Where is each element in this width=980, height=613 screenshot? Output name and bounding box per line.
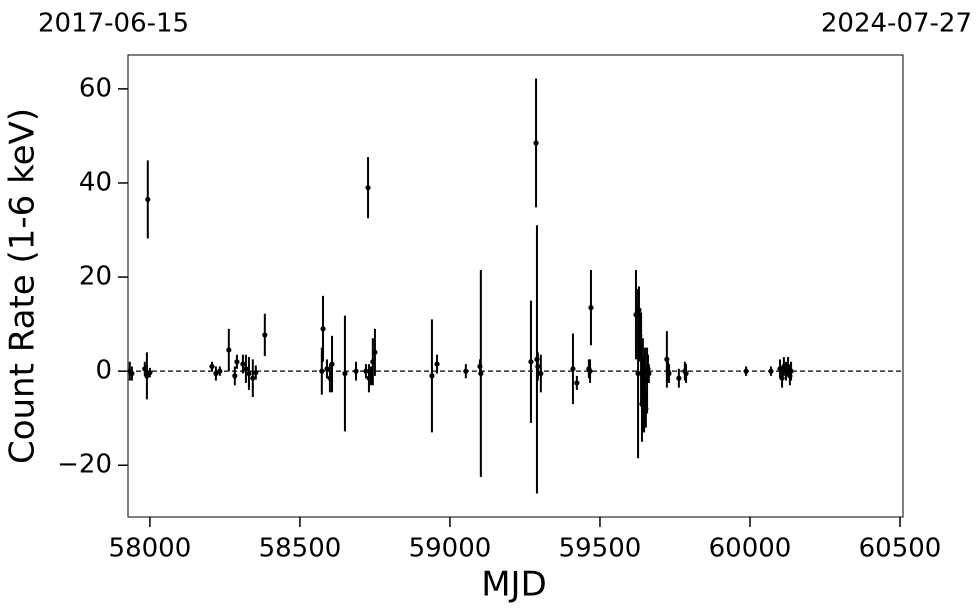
data-point bbox=[243, 366, 249, 372]
data-point bbox=[240, 361, 246, 367]
x-tick-label: 60000 bbox=[709, 534, 792, 564]
data-point bbox=[643, 406, 649, 412]
data-point bbox=[329, 361, 335, 367]
end-date-label: 2024-07-27 bbox=[821, 9, 972, 39]
data-point bbox=[635, 370, 641, 377]
data-point bbox=[262, 332, 268, 338]
data-point bbox=[646, 370, 652, 377]
data-point bbox=[683, 370, 689, 377]
x-tick-label: 59000 bbox=[409, 534, 492, 564]
data-point bbox=[319, 368, 325, 374]
data-point bbox=[538, 370, 544, 377]
data-point bbox=[783, 368, 789, 374]
data-point bbox=[246, 370, 252, 377]
data-point bbox=[636, 307, 642, 313]
data-point bbox=[327, 375, 333, 381]
data-point bbox=[768, 368, 774, 374]
data-point bbox=[785, 363, 791, 370]
y-tick-label: 40 bbox=[79, 167, 112, 197]
x-tick-label: 59500 bbox=[559, 534, 642, 564]
data-point bbox=[570, 366, 576, 372]
data-point bbox=[639, 401, 645, 407]
data-point bbox=[645, 366, 651, 372]
data-point bbox=[743, 368, 749, 374]
data-point bbox=[372, 349, 378, 355]
x-axis-label: MJD bbox=[481, 565, 547, 605]
data-point bbox=[640, 382, 646, 388]
data-point bbox=[533, 140, 539, 146]
x-tick-label: 58000 bbox=[109, 534, 192, 564]
data-point bbox=[320, 326, 326, 332]
data-point bbox=[644, 377, 650, 384]
data-point bbox=[370, 359, 376, 365]
data-point bbox=[209, 363, 215, 370]
data-point bbox=[213, 370, 219, 377]
data-point bbox=[777, 366, 783, 372]
data-point bbox=[434, 361, 440, 367]
y-tick-label: −20 bbox=[57, 450, 112, 480]
plot-frame bbox=[127, 54, 904, 518]
data-point bbox=[637, 333, 643, 339]
data-point bbox=[217, 368, 223, 374]
data-point bbox=[633, 312, 639, 318]
data-point bbox=[787, 373, 793, 379]
data-point bbox=[145, 196, 151, 203]
data-point bbox=[463, 368, 469, 374]
data-point bbox=[365, 185, 371, 191]
data-point bbox=[253, 369, 259, 376]
data-point bbox=[142, 366, 148, 372]
data-point bbox=[664, 356, 670, 362]
data-point bbox=[779, 375, 785, 381]
x-tick-label: 60500 bbox=[859, 534, 942, 564]
data-point bbox=[535, 363, 541, 370]
y-axis-label: Count Rate (1-6 keV) bbox=[3, 108, 43, 464]
y-tick-label: 20 bbox=[79, 262, 112, 292]
data-point bbox=[477, 363, 483, 370]
data-point bbox=[342, 370, 348, 377]
data-point bbox=[226, 347, 232, 353]
start-date-label: 2017-06-15 bbox=[38, 9, 189, 39]
data-point bbox=[641, 392, 647, 398]
data-point bbox=[429, 373, 435, 379]
data-point bbox=[781, 363, 787, 370]
data-point bbox=[534, 356, 540, 362]
data-point bbox=[250, 375, 256, 381]
x-tick-label: 58500 bbox=[259, 534, 342, 564]
data-point bbox=[144, 373, 150, 379]
data-point bbox=[528, 359, 534, 365]
data-point bbox=[478, 370, 484, 377]
data-point bbox=[574, 380, 580, 386]
data-point bbox=[588, 305, 594, 311]
data-point bbox=[587, 368, 593, 374]
data-point bbox=[368, 373, 374, 379]
data-point bbox=[232, 373, 238, 379]
y-tick-label: 0 bbox=[95, 356, 112, 386]
data-point bbox=[666, 370, 672, 377]
data-point bbox=[638, 356, 644, 362]
data-point bbox=[324, 366, 330, 372]
data-point bbox=[129, 370, 135, 377]
data-point bbox=[676, 375, 682, 381]
data-point bbox=[147, 369, 153, 376]
y-tick-label: 60 bbox=[79, 73, 112, 103]
data-point bbox=[788, 368, 794, 374]
data-point bbox=[363, 368, 369, 374]
data-point bbox=[353, 368, 359, 374]
data-point bbox=[234, 359, 240, 365]
